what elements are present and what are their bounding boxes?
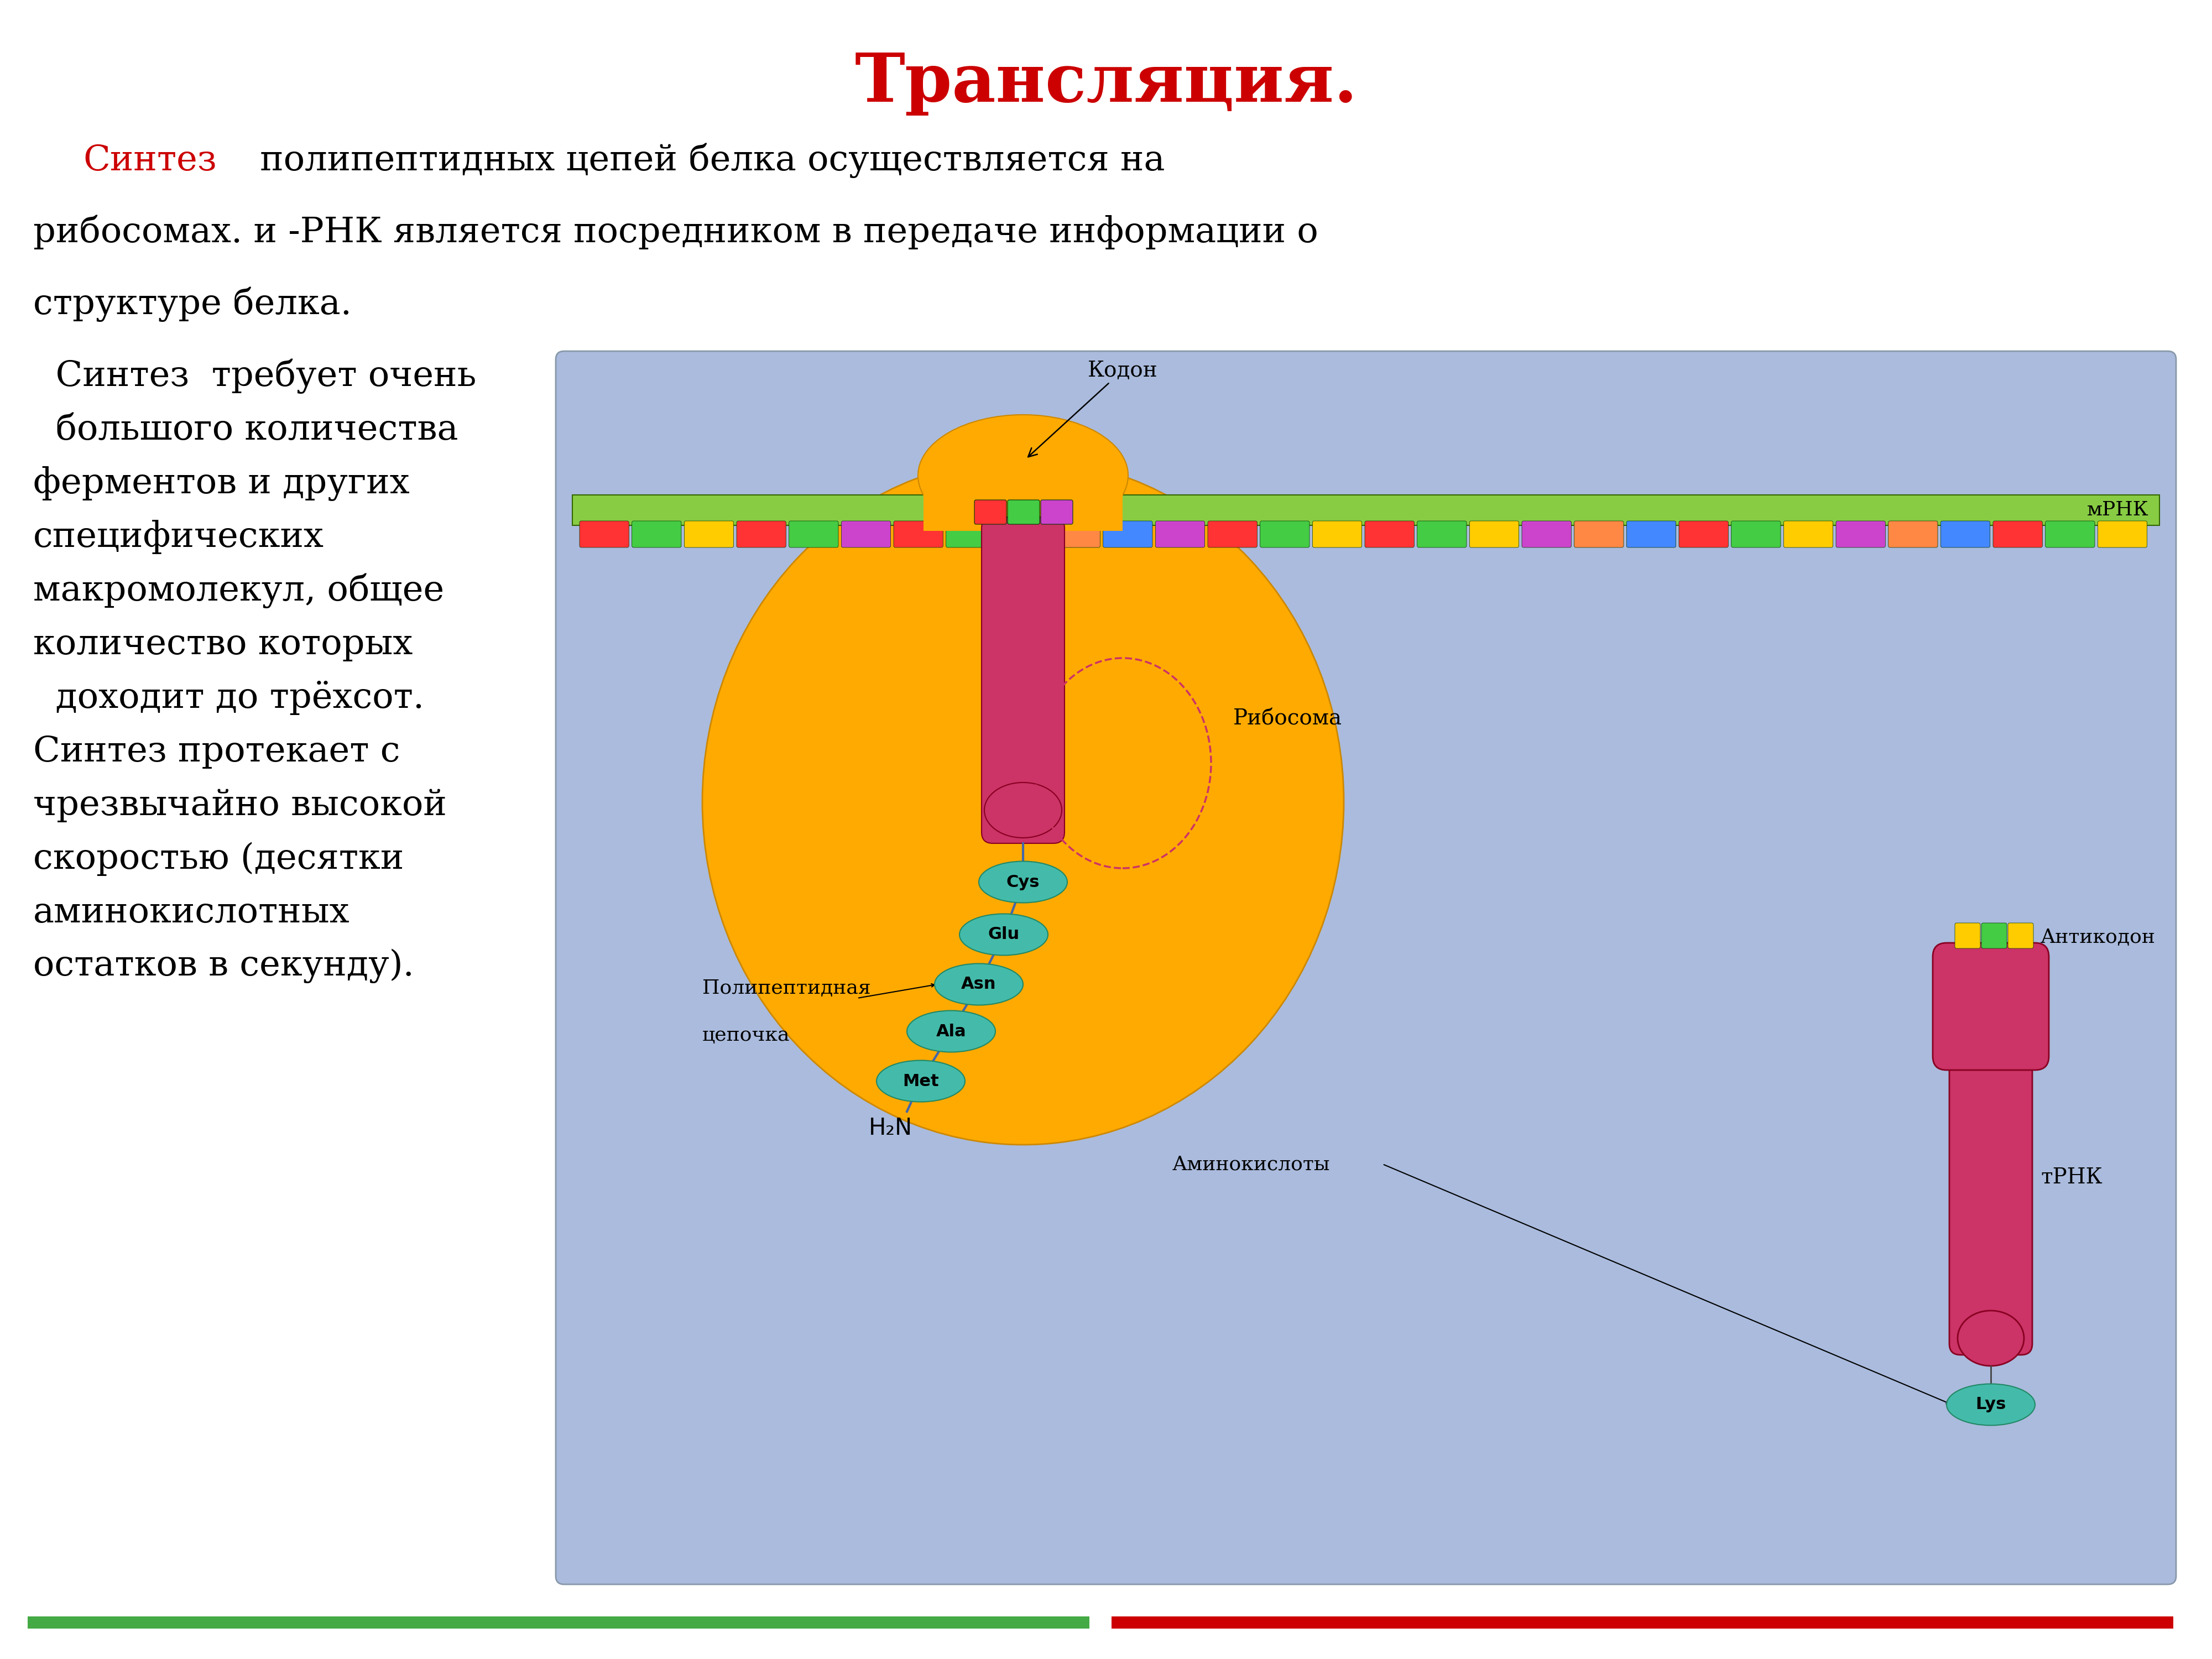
Ellipse shape xyxy=(984,783,1062,838)
FancyBboxPatch shape xyxy=(841,521,891,547)
Text: H₂N: H₂N xyxy=(869,1117,911,1140)
FancyBboxPatch shape xyxy=(1679,521,1728,547)
Text: специфических: специфических xyxy=(33,519,323,554)
Text: большого количества: большого количества xyxy=(33,413,458,446)
FancyBboxPatch shape xyxy=(1009,499,1040,524)
FancyBboxPatch shape xyxy=(684,521,734,547)
Text: рибосомах. и -РНК является посредником в передаче информации о: рибосомах. и -РНК является посредником в… xyxy=(33,216,1318,249)
FancyBboxPatch shape xyxy=(1955,922,1980,949)
FancyBboxPatch shape xyxy=(1365,521,1413,547)
FancyBboxPatch shape xyxy=(1261,521,1310,547)
FancyBboxPatch shape xyxy=(573,494,2159,526)
Ellipse shape xyxy=(1947,1384,2035,1425)
FancyBboxPatch shape xyxy=(1836,521,1885,547)
Text: ферментов и других: ферментов и других xyxy=(33,466,409,501)
FancyBboxPatch shape xyxy=(1949,1029,2033,1355)
Text: Met: Met xyxy=(902,1073,938,1090)
FancyBboxPatch shape xyxy=(737,521,785,547)
FancyBboxPatch shape xyxy=(27,1616,1088,1629)
FancyBboxPatch shape xyxy=(790,521,838,547)
Ellipse shape xyxy=(1958,1311,2024,1365)
FancyBboxPatch shape xyxy=(1155,521,1206,547)
Ellipse shape xyxy=(918,415,1128,536)
FancyBboxPatch shape xyxy=(1626,521,1677,547)
FancyBboxPatch shape xyxy=(1208,521,1256,547)
Text: Аминокислоты: Аминокислоты xyxy=(1172,1155,1329,1173)
Text: структуре белка.: структуре белка. xyxy=(33,287,352,322)
FancyBboxPatch shape xyxy=(894,521,942,547)
FancyBboxPatch shape xyxy=(947,521,995,547)
FancyBboxPatch shape xyxy=(2046,521,2095,547)
FancyBboxPatch shape xyxy=(1418,521,1467,547)
Ellipse shape xyxy=(960,914,1048,956)
Text: Lys: Lys xyxy=(1975,1397,2006,1412)
FancyBboxPatch shape xyxy=(1982,922,2006,949)
FancyBboxPatch shape xyxy=(1940,521,1991,547)
Ellipse shape xyxy=(876,1060,964,1102)
Text: остатков в секунду).: остатков в секунду). xyxy=(33,949,414,984)
Text: скоростью (десятки: скоростью (десятки xyxy=(33,841,405,876)
FancyBboxPatch shape xyxy=(633,521,681,547)
FancyBboxPatch shape xyxy=(1889,521,1938,547)
FancyBboxPatch shape xyxy=(1312,521,1363,547)
FancyBboxPatch shape xyxy=(998,521,1048,547)
Ellipse shape xyxy=(978,861,1066,902)
FancyBboxPatch shape xyxy=(1104,521,1152,547)
FancyBboxPatch shape xyxy=(580,521,628,547)
Text: Glu: Glu xyxy=(989,926,1020,942)
Text: Asn: Asn xyxy=(962,975,995,992)
Text: Полипептидная: Полипептидная xyxy=(703,979,872,997)
Text: мРНК: мРНК xyxy=(2086,501,2148,519)
FancyBboxPatch shape xyxy=(1040,499,1073,524)
FancyBboxPatch shape xyxy=(1469,521,1520,547)
FancyBboxPatch shape xyxy=(2008,922,2033,949)
Text: чрезвычайно высокой: чрезвычайно высокой xyxy=(33,788,447,823)
FancyBboxPatch shape xyxy=(555,352,2177,1584)
FancyBboxPatch shape xyxy=(1732,521,1781,547)
Text: Синтез  требует очень: Синтез требует очень xyxy=(33,358,476,393)
FancyBboxPatch shape xyxy=(982,518,1064,843)
Text: тРНК: тРНК xyxy=(2039,1168,2101,1188)
Text: Ala: Ala xyxy=(936,1024,967,1039)
FancyBboxPatch shape xyxy=(1933,942,2048,1070)
Ellipse shape xyxy=(907,1010,995,1052)
FancyBboxPatch shape xyxy=(973,499,1006,524)
Ellipse shape xyxy=(933,964,1022,1005)
Text: Кодон: Кодон xyxy=(1029,360,1157,456)
FancyBboxPatch shape xyxy=(2097,521,2148,547)
Text: цепочка: цепочка xyxy=(703,1025,790,1045)
FancyBboxPatch shape xyxy=(1113,1616,2172,1629)
Text: Синтез протекает с: Синтез протекает с xyxy=(33,735,400,768)
Text: доходит до трёхсот.: доходит до трёхсот. xyxy=(33,680,425,715)
Text: Рибосома: Рибосома xyxy=(1234,708,1343,730)
Text: Синтез: Синтез xyxy=(84,143,217,178)
Text: количество которых: количество которых xyxy=(33,627,414,662)
FancyBboxPatch shape xyxy=(1051,521,1099,547)
FancyBboxPatch shape xyxy=(1575,521,1624,547)
Text: макромолекул, общее: макромолекул, общее xyxy=(33,572,445,609)
FancyBboxPatch shape xyxy=(1993,521,2042,547)
Text: полипептидных цепей белка осуществляется на: полипептидных цепей белка осуществляется… xyxy=(248,143,1166,178)
Text: Cys: Cys xyxy=(1006,874,1040,889)
Text: аминокислотных: аминокислотных xyxy=(33,896,349,929)
FancyBboxPatch shape xyxy=(1783,521,1834,547)
FancyBboxPatch shape xyxy=(925,489,1124,531)
Text: Трансляция.: Трансляция. xyxy=(854,50,1358,116)
Text: Антикодон: Антикодон xyxy=(2039,927,2154,947)
Ellipse shape xyxy=(703,460,1345,1145)
FancyBboxPatch shape xyxy=(1522,521,1571,547)
